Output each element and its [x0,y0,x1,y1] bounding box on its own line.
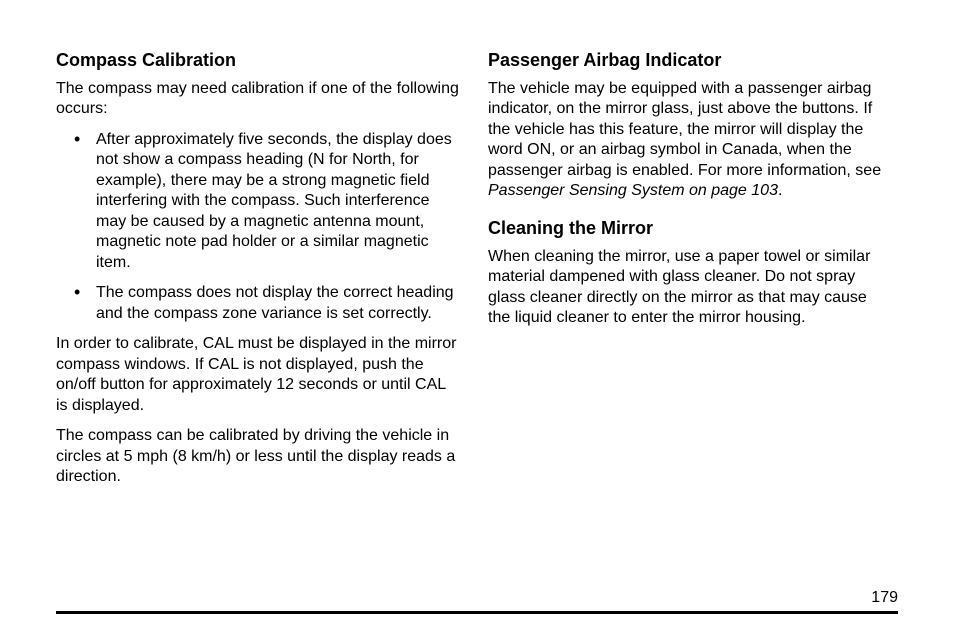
paragraph: When cleaning the mirror, use a paper to… [488,247,892,329]
left-column: Compass Calibration The compass may need… [56,50,460,497]
paragraph: In order to calibrate, CAL must be displ… [56,334,460,416]
list-item: The compass does not display the correct… [56,283,460,324]
two-column-layout: Compass Calibration The compass may need… [56,50,898,497]
heading-cleaning-mirror: Cleaning the Mirror [488,218,892,239]
paragraph: The vehicle may be equipped with a passe… [488,79,892,202]
footer-rule [56,611,898,614]
bullet-list: After approximately five seconds, the di… [56,130,460,324]
text-run: . [778,182,782,199]
right-column: Passenger Airbag Indicator The vehicle m… [488,50,898,497]
cross-reference: Passenger Sensing System on page 103 [488,182,778,199]
paragraph: The compass can be calibrated by driving… [56,426,460,487]
intro-paragraph: The compass may need calibration if one … [56,79,460,120]
page-footer: 179 [56,611,898,614]
list-item: After approximately five seconds, the di… [56,130,460,273]
heading-passenger-airbag: Passenger Airbag Indicator [488,50,892,71]
heading-compass-calibration: Compass Calibration [56,50,460,71]
text-run: The vehicle may be equipped with a passe… [488,80,881,179]
manual-page: Compass Calibration The compass may need… [0,0,954,636]
page-number: 179 [871,589,898,607]
